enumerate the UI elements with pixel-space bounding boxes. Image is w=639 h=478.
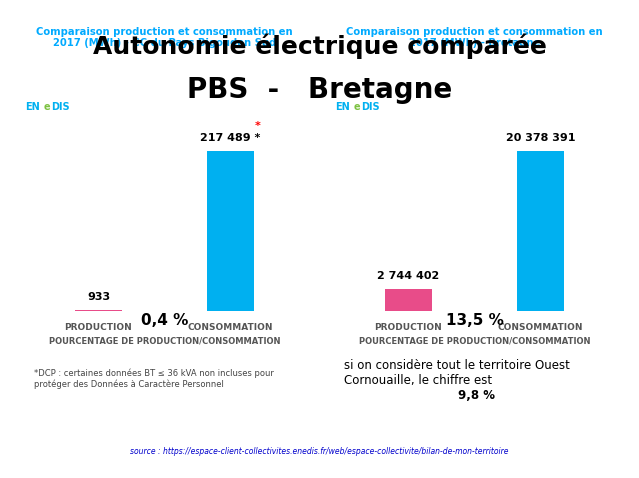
Text: e: e (44, 102, 50, 112)
Text: source : https://espace-client-collectivites.enedis.fr/web/espace-collectivite/b: source : https://espace-client-collectiv… (130, 447, 509, 456)
Text: POURCENTAGE DE PRODUCTION/CONSOMMATION: POURCENTAGE DE PRODUCTION/CONSOMMATION (358, 337, 590, 346)
Text: 0,4 %: 0,4 % (141, 314, 189, 328)
Text: CONSOMMATION: CONSOMMATION (188, 324, 273, 332)
Text: DIS: DIS (51, 102, 70, 112)
Text: DIS: DIS (361, 102, 380, 112)
Bar (518, 152, 564, 311)
Text: *: * (254, 120, 260, 130)
Text: 9,8 %: 9,8 % (458, 390, 495, 402)
Bar (75, 310, 121, 311)
Text: e: e (354, 102, 360, 112)
Text: Autonomie électrique comparée: Autonomie électrique comparée (93, 33, 546, 59)
Text: PBS  -   Bretagne: PBS - Bretagne (187, 76, 452, 105)
Text: 13,5 %: 13,5 % (445, 314, 504, 328)
Text: si on considère tout le territoire Ouest
Cornouaille, le chiffre est: si on considère tout le territoire Ouest… (344, 359, 569, 387)
Text: 217 489 *: 217 489 * (201, 133, 261, 143)
Bar (385, 289, 431, 311)
Bar (208, 152, 254, 311)
Text: EN: EN (25, 102, 40, 112)
Text: POURCENTAGE DE PRODUCTION/CONSOMMATION: POURCENTAGE DE PRODUCTION/CONSOMMATION (49, 337, 281, 346)
Text: PRODUCTION: PRODUCTION (65, 324, 132, 332)
Text: Comparaison production et consommation en
2017 (MWh) - Bretagne: Comparaison production et consommation e… (346, 27, 603, 48)
Text: 20 378 391: 20 378 391 (506, 133, 575, 143)
Text: 2 744 402: 2 744 402 (377, 272, 440, 281)
Text: *DCP : certaines données BT ≤ 36 kVA non incluses pour
protéger des Données à Ca: *DCP : certaines données BT ≤ 36 kVA non… (34, 369, 273, 389)
Text: CONSOMMATION: CONSOMMATION (498, 324, 583, 332)
Text: PRODUCTION: PRODUCTION (374, 324, 442, 332)
Text: Comparaison production et consommation en
2017 (MWh) - CC du Pays Bigouden Sud: Comparaison production et consommation e… (36, 27, 293, 48)
Text: EN: EN (335, 102, 350, 112)
Text: 933: 933 (87, 292, 110, 302)
